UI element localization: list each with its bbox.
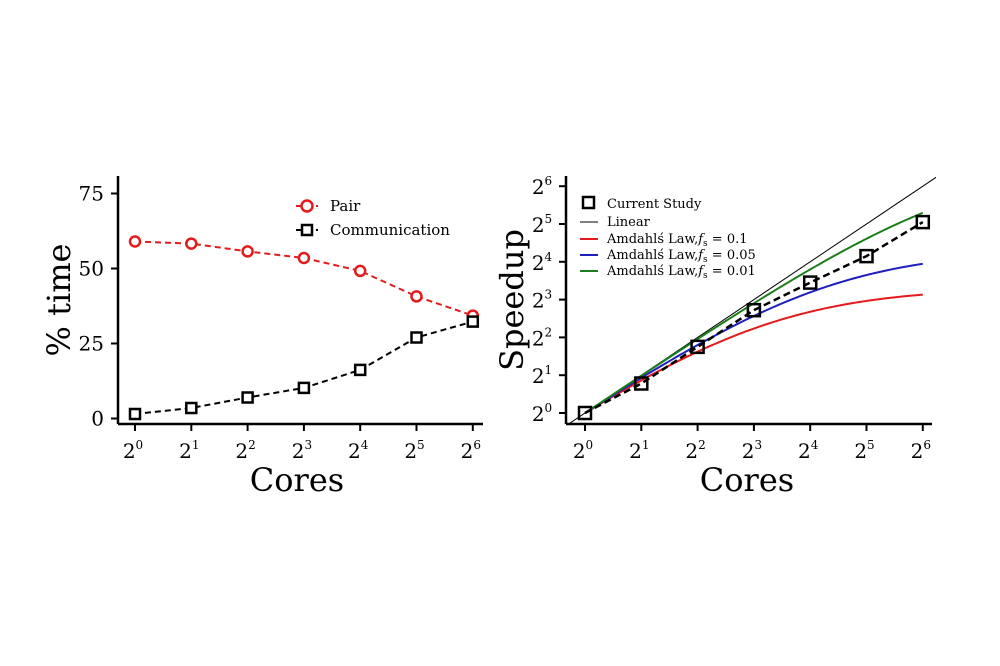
right-y-tick-label: 23 xyxy=(532,288,552,313)
percent-time-chart: 20 21 22 23 24 25 26 0 25 50 75 Cores % time Pair … xyxy=(40,176,483,499)
legend-pair-marker xyxy=(302,201,313,212)
communication-point xyxy=(468,317,478,327)
legend-amdahl-005-label: Amdahlś Law,fs = 0.05 xyxy=(606,248,756,265)
communication-point xyxy=(130,409,140,419)
right-x-axis-title: Cores xyxy=(700,461,794,499)
legend-linear-label: Linear xyxy=(607,215,651,230)
pair-point xyxy=(130,237,140,247)
left-y-tick-label: 75 xyxy=(79,182,104,206)
left-y-tick-label: 50 xyxy=(79,257,104,281)
left-y-axis-title: % time xyxy=(40,244,78,357)
left-x-tick-label: 23 xyxy=(292,438,312,463)
left-x-tick-label: 24 xyxy=(348,438,369,463)
speedup-chart: 20 21 22 23 24 25 26 20 21 22 23 24 25 26 Cores Speed… xyxy=(493,174,937,499)
pair-point xyxy=(243,246,253,256)
communication-point xyxy=(412,333,422,343)
communication-point xyxy=(243,393,253,403)
right-x-tick-label: 22 xyxy=(685,438,705,463)
legend-current-study-marker xyxy=(583,197,594,208)
current-study-point xyxy=(804,277,816,289)
right-x-tick-label: 21 xyxy=(629,438,649,463)
left-legend: Pair Communication xyxy=(296,197,450,239)
left-x-tick-label: 21 xyxy=(179,438,199,463)
right-y-tick-label: 24 xyxy=(532,250,553,275)
pair-point xyxy=(355,266,365,276)
communication-point xyxy=(299,383,309,393)
pair-point xyxy=(299,253,309,263)
legend-current-study-label: Current Study xyxy=(607,197,702,212)
right-legend: Current Study Linear Amdahlś Law,fs = 0.… xyxy=(580,197,756,281)
left-x-tick-label: 26 xyxy=(461,438,481,463)
left-x-tick-label: 22 xyxy=(235,438,255,463)
amdahl-series-line-2 xyxy=(585,295,923,413)
legend-amdahl-001-label: Amdahlś Law,fs = 0.01 xyxy=(606,264,756,281)
left-x-tick-label: 25 xyxy=(404,438,424,463)
left-x-tick-label: 20 xyxy=(123,438,143,463)
right-x-tick-label: 24 xyxy=(798,438,819,463)
legend-communication-label: Communication xyxy=(330,221,450,239)
right-y-tick-label: 26 xyxy=(532,174,552,199)
right-y-axis-title: Speedup xyxy=(493,229,531,371)
left-y-tick-label: 0 xyxy=(91,407,104,431)
pair-point xyxy=(412,291,422,301)
right-x-tick-label: 26 xyxy=(911,438,931,463)
legend-pair-label: Pair xyxy=(330,197,361,215)
legend-communication-marker xyxy=(302,225,312,235)
right-x-tick-label: 23 xyxy=(742,438,762,463)
right-x-tick-label: 25 xyxy=(854,438,874,463)
right-x-tick-label: 20 xyxy=(573,438,593,463)
right-y-tick-label: 22 xyxy=(532,325,552,350)
left-x-axis-title: Cores xyxy=(250,461,344,499)
right-y-tick-label: 21 xyxy=(532,363,552,388)
figure: 20 21 22 23 24 25 26 0 25 50 75 Cores % time Pair … xyxy=(0,0,1000,666)
right-y-tick-label: 20 xyxy=(532,401,552,426)
left-y-tick-label: 25 xyxy=(79,332,104,356)
communication-point xyxy=(186,403,196,413)
right-y-tick-label: 25 xyxy=(532,212,552,237)
legend-amdahl-01-label: Amdahlś Law,fs = 0.1 xyxy=(606,232,748,249)
pair-point xyxy=(186,239,196,249)
communication-point xyxy=(355,365,365,375)
